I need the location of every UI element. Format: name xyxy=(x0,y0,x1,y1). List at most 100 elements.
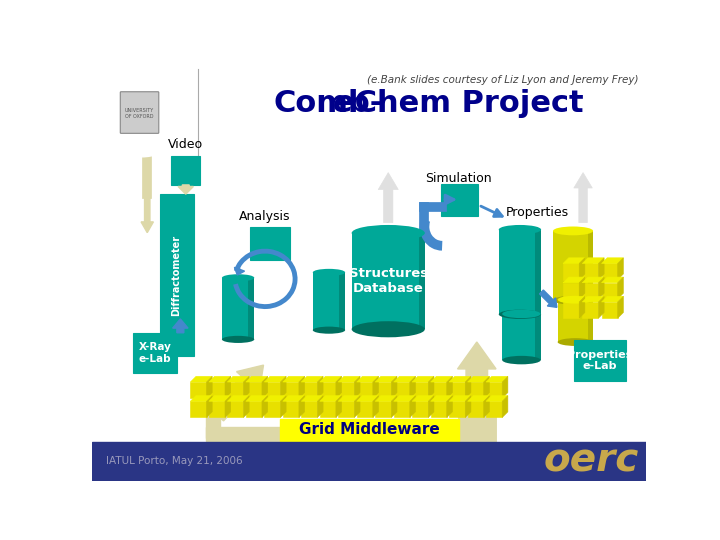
Polygon shape xyxy=(410,396,415,417)
Bar xyxy=(441,184,478,217)
Polygon shape xyxy=(467,396,490,401)
Text: X-Ray
e-Lab: X-Ray e-Lab xyxy=(138,342,171,363)
Polygon shape xyxy=(243,376,249,398)
Polygon shape xyxy=(354,396,360,417)
Polygon shape xyxy=(209,396,230,401)
Bar xyxy=(412,401,428,417)
Polygon shape xyxy=(301,376,323,382)
Bar xyxy=(209,382,225,398)
Bar xyxy=(449,382,465,398)
Polygon shape xyxy=(225,376,230,398)
Polygon shape xyxy=(373,396,379,417)
Bar xyxy=(92,442,647,481)
Polygon shape xyxy=(618,277,624,299)
Polygon shape xyxy=(428,376,434,398)
FancyArrow shape xyxy=(539,290,557,307)
Polygon shape xyxy=(484,376,490,398)
Polygon shape xyxy=(264,396,286,401)
Bar xyxy=(222,278,254,340)
Polygon shape xyxy=(336,396,341,417)
Bar xyxy=(209,401,225,417)
Polygon shape xyxy=(598,277,604,299)
Polygon shape xyxy=(262,396,268,417)
Bar xyxy=(132,333,177,373)
Polygon shape xyxy=(486,396,508,401)
Text: (e.Bank slides courtesy of Liz Lyon and Jeremy Frey): (e.Bank slides courtesy of Liz Lyon and … xyxy=(367,75,639,85)
Ellipse shape xyxy=(222,274,254,281)
Polygon shape xyxy=(209,376,230,382)
Polygon shape xyxy=(299,396,305,417)
Polygon shape xyxy=(431,396,452,401)
Polygon shape xyxy=(598,296,604,318)
Bar xyxy=(206,427,483,441)
Polygon shape xyxy=(207,376,212,398)
Bar xyxy=(160,194,194,356)
Bar xyxy=(582,264,598,280)
FancyArrow shape xyxy=(178,185,194,194)
Polygon shape xyxy=(243,396,249,417)
Ellipse shape xyxy=(351,321,425,338)
Bar xyxy=(228,382,243,398)
Polygon shape xyxy=(582,277,604,283)
Bar xyxy=(588,231,593,300)
Bar xyxy=(320,401,336,417)
FancyArrow shape xyxy=(457,342,496,427)
Polygon shape xyxy=(412,396,434,401)
Polygon shape xyxy=(190,376,212,382)
Polygon shape xyxy=(336,376,341,398)
Polygon shape xyxy=(354,376,360,398)
Polygon shape xyxy=(486,376,508,382)
Polygon shape xyxy=(465,396,471,417)
Bar xyxy=(574,340,626,381)
Bar xyxy=(535,230,541,314)
Polygon shape xyxy=(301,396,323,401)
Polygon shape xyxy=(338,396,360,401)
Polygon shape xyxy=(392,376,397,398)
Polygon shape xyxy=(318,396,323,417)
Bar xyxy=(486,382,503,398)
Bar xyxy=(312,272,345,330)
Polygon shape xyxy=(428,396,434,417)
Polygon shape xyxy=(283,376,305,382)
Polygon shape xyxy=(207,396,212,417)
Bar xyxy=(418,233,425,329)
Polygon shape xyxy=(228,396,249,401)
Polygon shape xyxy=(375,396,397,401)
Polygon shape xyxy=(373,376,379,398)
FancyArrow shape xyxy=(235,267,245,275)
Polygon shape xyxy=(318,376,323,398)
Text: Diffractometer: Diffractometer xyxy=(171,234,181,315)
Bar xyxy=(582,302,598,318)
Bar xyxy=(250,226,289,260)
Bar xyxy=(467,401,484,417)
Bar xyxy=(412,382,428,398)
Bar xyxy=(338,382,354,398)
Bar xyxy=(431,382,447,398)
Ellipse shape xyxy=(351,225,425,241)
Polygon shape xyxy=(228,376,249,382)
Bar xyxy=(283,401,299,417)
Text: IATUL Porto, May 21, 2006: IATUL Porto, May 21, 2006 xyxy=(106,456,243,465)
Polygon shape xyxy=(394,376,415,382)
Polygon shape xyxy=(392,396,397,417)
Text: Grid Middleware: Grid Middleware xyxy=(300,422,440,437)
Ellipse shape xyxy=(499,225,541,234)
Polygon shape xyxy=(449,396,471,401)
Bar xyxy=(190,401,207,417)
Bar xyxy=(563,283,579,299)
Ellipse shape xyxy=(312,327,345,334)
Polygon shape xyxy=(503,396,508,417)
Polygon shape xyxy=(563,296,585,302)
Polygon shape xyxy=(375,376,397,382)
Bar xyxy=(338,401,354,417)
Bar xyxy=(283,382,299,398)
Polygon shape xyxy=(563,277,585,283)
Polygon shape xyxy=(563,258,585,264)
Polygon shape xyxy=(582,296,604,302)
Polygon shape xyxy=(447,396,452,417)
Text: Video: Video xyxy=(168,138,203,151)
Polygon shape xyxy=(320,376,341,382)
Bar xyxy=(558,300,593,342)
Bar xyxy=(264,401,281,417)
FancyBboxPatch shape xyxy=(120,92,159,133)
